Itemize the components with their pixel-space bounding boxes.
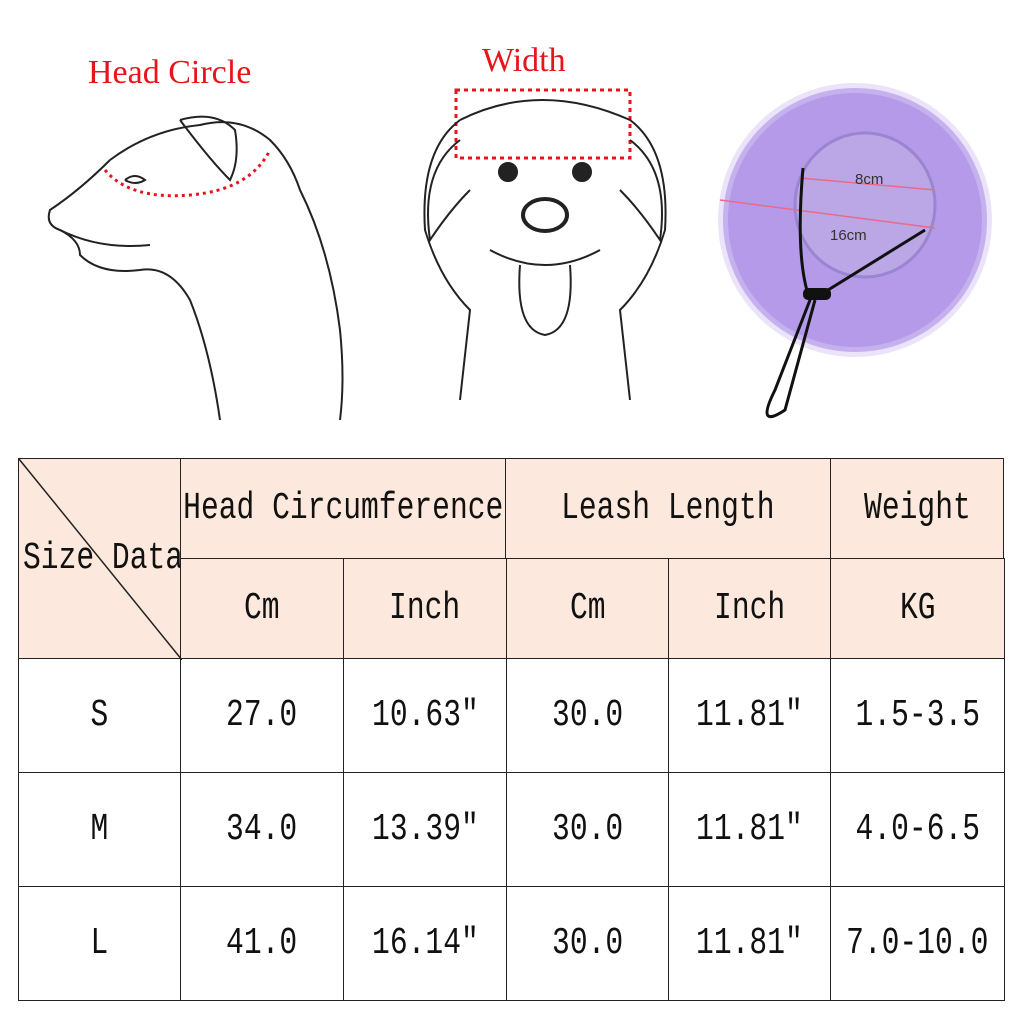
hat-inner-size-label: 8cm bbox=[855, 171, 883, 188]
cell-text: 27.0 bbox=[226, 694, 298, 737]
cell-text: 13.39″ bbox=[371, 808, 479, 851]
cell-text: 10.63″ bbox=[371, 694, 479, 737]
cell-text: 11.81″ bbox=[696, 694, 803, 737]
group-header-weight: Weight bbox=[830, 458, 1004, 559]
table-cell: 11.81″ bbox=[668, 658, 831, 773]
table-cell: 27.0 bbox=[180, 658, 344, 773]
cell-text: S bbox=[90, 694, 109, 737]
subheader-cell: KG bbox=[830, 558, 1005, 659]
cell-text: 7.0-10.0 bbox=[846, 922, 989, 965]
cell-text: 4.0-6.5 bbox=[855, 808, 980, 851]
head-circle-label: Head Circle bbox=[88, 54, 252, 91]
table-cell: 1.5-3.5 bbox=[830, 658, 1005, 773]
cell-text: 30.0 bbox=[551, 808, 624, 851]
cell-text: Inch bbox=[389, 587, 461, 630]
size-chart-table: Size Data Head Circumference Leash Lengt… bbox=[18, 458, 1005, 1001]
cell-text: 16.14″ bbox=[371, 922, 479, 965]
table-cell: 7.0-10.0 bbox=[830, 886, 1005, 1001]
cell-text: 34.0 bbox=[226, 808, 298, 851]
dog-side-profile-illustration bbox=[47, 115, 344, 420]
corner-header-cell: Size Data bbox=[18, 458, 184, 660]
size-cell: L bbox=[18, 886, 181, 1001]
cell-text: M bbox=[90, 808, 109, 851]
group-header-leash-length: Leash Length bbox=[505, 458, 831, 559]
cell-text: 1.5-3.5 bbox=[855, 694, 980, 737]
corner-label: Size Data bbox=[23, 537, 184, 580]
group-header-head-circumference: Head Circumference bbox=[180, 458, 506, 559]
size-cell: S bbox=[18, 658, 181, 773]
table-cell: 13.39″ bbox=[343, 772, 507, 887]
cell-text: 11.81″ bbox=[696, 808, 803, 851]
table-cell: 16.14″ bbox=[343, 886, 507, 1001]
table-cell: 41.0 bbox=[180, 886, 344, 1001]
cell-text: 11.81″ bbox=[696, 922, 803, 965]
size-cell: M bbox=[18, 772, 181, 887]
group-label: Head Circumference bbox=[182, 487, 504, 530]
subheader-cell: Inch bbox=[343, 558, 507, 659]
cell-text: Inch bbox=[713, 587, 786, 630]
table-cell: 30.0 bbox=[506, 658, 669, 773]
cell-text: KG bbox=[899, 587, 936, 630]
subheader-cell: Cm bbox=[506, 558, 669, 659]
width-label: Width bbox=[482, 42, 566, 79]
dog-front-illustration bbox=[423, 88, 667, 400]
cell-text: Cm bbox=[569, 587, 606, 630]
group-label: Weight bbox=[863, 487, 971, 530]
cell-text: 30.0 bbox=[551, 694, 624, 737]
cell-text: 30.0 bbox=[551, 922, 624, 965]
table-cell: 30.0 bbox=[506, 886, 669, 1001]
table-cell: 11.81″ bbox=[668, 886, 831, 1001]
cell-text: L bbox=[90, 922, 109, 965]
cell-text: Cm bbox=[244, 587, 280, 630]
group-label: Leash Length bbox=[561, 487, 775, 530]
cell-text: 41.0 bbox=[226, 922, 298, 965]
hat-outer-size-label: 16cm bbox=[830, 227, 867, 244]
hat-photo-illustration: 8cm 16cm bbox=[718, 83, 992, 419]
table-cell: 34.0 bbox=[180, 772, 344, 887]
table-cell: 4.0-6.5 bbox=[830, 772, 1005, 887]
table-cell: 11.81″ bbox=[668, 772, 831, 887]
table-cell: 30.0 bbox=[506, 772, 669, 887]
table-cell: 10.63″ bbox=[343, 658, 507, 773]
subheader-cell: Inch bbox=[668, 558, 831, 659]
subheader-cell: Cm bbox=[180, 558, 344, 659]
